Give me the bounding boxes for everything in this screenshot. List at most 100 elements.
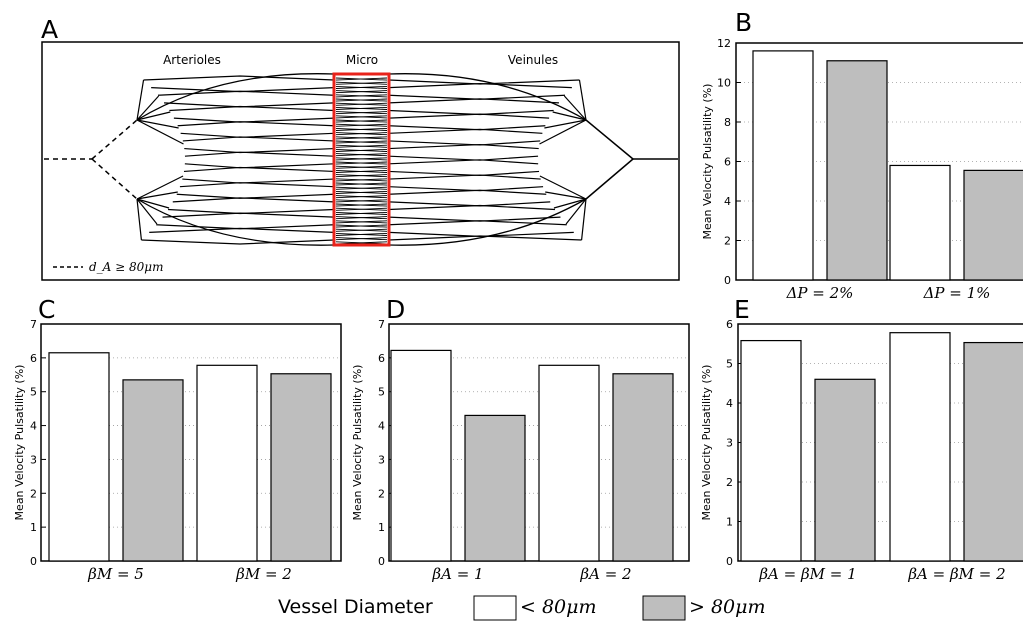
capillary-vessel (335, 94, 388, 98)
bar-e-1-0 (889, 332, 951, 562)
capillary-vessel (335, 127, 388, 131)
y-tick-label: 6 (378, 352, 385, 365)
y-tick-label: 0 (30, 555, 37, 568)
y-tick-label: 5 (726, 358, 733, 371)
capillary-vessel (335, 237, 388, 241)
micro-label: Micro (346, 53, 378, 67)
y-tick-label: 8 (724, 116, 731, 129)
category-label: βA = βM = 2 (907, 565, 1005, 583)
branch-vessel (136, 198, 170, 209)
capillary-vessel (335, 144, 388, 148)
capillary-vessel (335, 90, 388, 94)
capillary-vessel (335, 77, 388, 81)
arteriole-vessel (184, 147, 335, 154)
veinule-vessel (388, 201, 551, 207)
arteriole-vessel (184, 163, 335, 169)
y-tick-label: 0 (724, 274, 731, 287)
branch-vessel (136, 111, 171, 121)
capillary-vessel (335, 169, 388, 173)
capillary-vessel (335, 106, 388, 110)
capillary-vessel (335, 195, 388, 199)
y-tick-label: 4 (30, 420, 37, 433)
bar-e-1-1 (963, 341, 1023, 562)
capillary-vessel (335, 174, 388, 178)
capillary-vessel (335, 98, 388, 102)
capillary-vessel (335, 165, 388, 169)
panel-letter-b: B (735, 8, 752, 37)
legend-label-large: > 80μm (689, 596, 766, 618)
capillary-vessel (335, 111, 388, 115)
branch-vessel (553, 198, 587, 209)
capillary-vessel (335, 140, 388, 144)
bar-d-0-0 (390, 349, 452, 562)
capillary-vessel (335, 81, 388, 85)
outlet-branch-lower (585, 158, 634, 200)
y-axis-label: Mean Velocity Pulsatility (%) (351, 365, 364, 521)
capillary-vessel (335, 232, 388, 236)
bar-c-1-1 (270, 373, 332, 562)
y-tick-label: 1 (378, 521, 385, 534)
branch-vessel (136, 175, 184, 200)
veinule-vessel (388, 128, 543, 134)
capillary-vessel (335, 186, 388, 190)
y-tick-label: 7 (30, 318, 37, 331)
y-tick-label: 6 (724, 156, 731, 169)
y-tick-label: 1 (30, 521, 37, 534)
bar-c-0-1 (122, 379, 184, 562)
y-tick-label: 4 (724, 195, 731, 208)
arteriole-vessel (157, 90, 335, 96)
arteriole-vessel (182, 136, 335, 142)
branch-vessel (544, 119, 587, 129)
veinule-vessel (388, 113, 550, 119)
capillary-vessel (335, 211, 388, 215)
branch-vessel (565, 198, 587, 225)
capillary-vessel (335, 207, 388, 211)
y-tick-label: 5 (378, 386, 385, 399)
panel-letter-e: E (734, 295, 750, 324)
veinule-vessel (388, 159, 539, 165)
capillary-vessel (335, 132, 388, 136)
veinule-vessel (388, 98, 559, 104)
bar-b-1-0 (889, 164, 951, 281)
capillary-vessel (335, 157, 388, 161)
capillary-vessel (335, 123, 388, 127)
arterioles-label: Arterioles (163, 53, 221, 67)
branch-vessel (136, 198, 143, 241)
arteriole-vessel (162, 212, 335, 218)
arteriole-vessel (149, 227, 335, 233)
bar-b-1-1 (963, 169, 1023, 281)
chart-panel-e: 0 1 2 3 4 5 6 βA = βM = 1 βA = βM = 2 Mean Veloci… (700, 318, 1023, 583)
category-label: ΔP = 2% (786, 284, 854, 302)
veinule-vessel (388, 189, 547, 195)
branch-vessel (578, 79, 587, 121)
capillary-vessel (335, 85, 388, 89)
bar-c-1-0 (196, 364, 258, 562)
branch-vessel (136, 198, 158, 225)
branch-vessel (136, 119, 179, 129)
capillary-vessel (335, 224, 388, 228)
branch-vessel (136, 119, 184, 145)
legend-label-small: < 80μm (520, 596, 597, 618)
bar-d-1-1 (612, 373, 674, 562)
chart-panel-b: 0 2 4 6 8 10 12 ΔP = 2% ΔP = 1% Mean Velocity Pul… (701, 37, 1023, 302)
panel-letter-d: D (386, 295, 405, 324)
arteriole-vessel (180, 132, 335, 138)
branch-vessel (136, 191, 178, 200)
capillary-vessel (335, 182, 388, 186)
category-label: ΔP = 1% (923, 284, 991, 302)
arteriole-vessel (141, 239, 335, 245)
category-label: βM = 5 (87, 565, 144, 583)
y-axis-label: Mean Velocity Pulsatility (%) (13, 365, 26, 521)
capillary-vessel (335, 190, 388, 194)
branch-vessel (539, 175, 587, 200)
bar-d-1-0 (538, 364, 600, 562)
bar-c-0-0 (48, 352, 110, 562)
branch-vessel (545, 191, 587, 200)
figure-legend: Vessel Diameter < 80μm > 80μm (278, 595, 766, 621)
y-tick-label: 4 (378, 420, 385, 433)
chart-panel-d: 0 1 2 3 4 5 6 7 βA = 1 βA = 2 Mean Velocity Pulsat… (351, 318, 690, 583)
y-axis-label: Mean Velocity Pulsatility (%) (701, 84, 714, 240)
y-tick-label: 1 (726, 516, 733, 529)
legend-swatch-small (473, 595, 517, 621)
capillary-vessel (335, 136, 388, 140)
